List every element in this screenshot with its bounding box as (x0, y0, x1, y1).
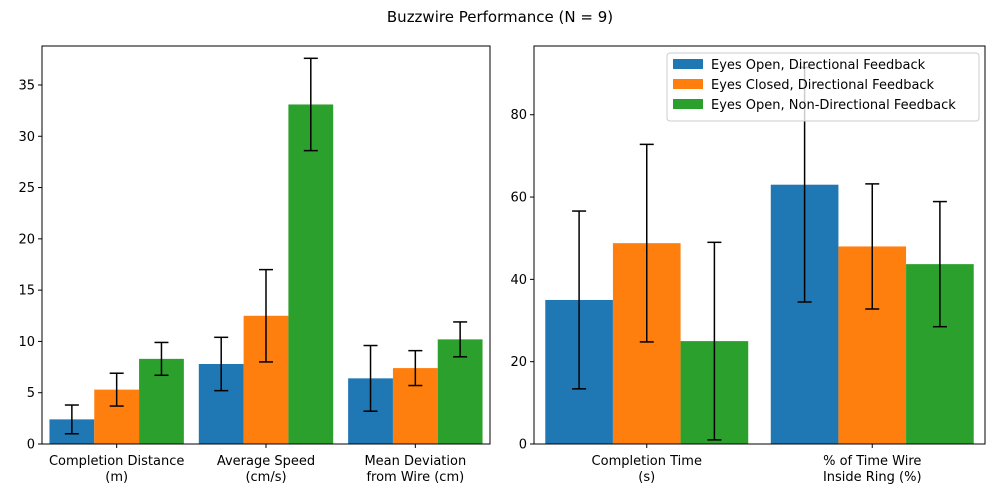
chart-panel-2: 0 20 40 60 80 Completion Time (s) % of Time Wir… (510, 45, 986, 485)
x-tick-label: Completion Time (s) (592, 454, 702, 485)
legend-label: Eyes Open, Non-Directional Feedback (711, 98, 956, 113)
x-tick-label: Mean Deviation from Wire (cm) (364, 454, 466, 485)
legend-label: Eyes Closed, Directional Feedback (711, 78, 935, 93)
chart-panel-1: 0 5 10 15 20 25 30 35 Completion Distance (m) Aver… (18, 45, 491, 485)
x-tick-label: % of Time Wire Inside Ring (%) (823, 454, 922, 485)
y-tick-label: 40 (510, 273, 527, 288)
x-tick-label: Average Speed (cm/s) (217, 454, 315, 485)
y-tick-label: 20 (18, 232, 35, 247)
figure-title: Buzzwire Performance (N = 9) (387, 8, 613, 26)
x-tick-label: Completion Distance (m) (49, 454, 184, 485)
legend: Eyes Open, Directional Feedback Eyes Clos… (666, 52, 980, 122)
y-tick-label: 35 (18, 78, 35, 93)
legend-box (666, 52, 980, 122)
y-tick-label: 25 (18, 181, 35, 196)
y-tick-label: 20 (510, 355, 527, 370)
axes-frame (533, 45, 986, 445)
legend-swatch (673, 59, 703, 69)
y-tick-label: 80 (510, 108, 527, 123)
legend-label: Eyes Open, Directional Feedback (711, 58, 926, 73)
y-tick-label: 15 (18, 284, 35, 299)
y-tick-label: 0 (519, 438, 527, 453)
y-tick-label: 60 (510, 191, 527, 206)
y-tick-label: 30 (18, 130, 35, 145)
legend-swatch (673, 99, 703, 109)
y-tick-label: 5 (27, 386, 35, 401)
y-tick-label: 10 (18, 335, 35, 350)
y-tick-label: 0 (27, 438, 35, 453)
legend-swatch (673, 79, 703, 89)
bar (288, 104, 334, 445)
